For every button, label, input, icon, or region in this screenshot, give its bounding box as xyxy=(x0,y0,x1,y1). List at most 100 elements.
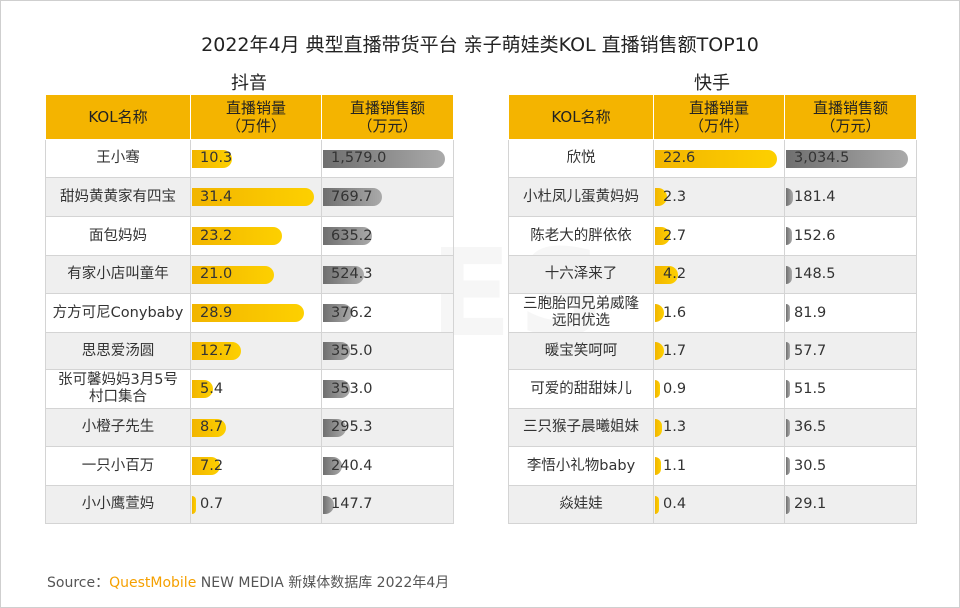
table-row: 小杜凤儿蛋黄妈妈 2.3 181.4 xyxy=(508,177,917,217)
volume-bar xyxy=(192,150,232,168)
amount-value: 376.2 xyxy=(331,305,373,321)
amount-value: 769.7 xyxy=(331,189,373,205)
kol-name-cell: 面包妈妈 xyxy=(45,216,191,256)
table-row: 欣悦 22.6 3,034.5 xyxy=(508,139,917,178)
amount-cell: 295.3 xyxy=(321,408,454,447)
volume-bar xyxy=(655,380,660,398)
amount-value: 51.5 xyxy=(794,381,827,397)
volume-bar xyxy=(655,342,664,360)
kol-name-cell: 小橙子先生 xyxy=(45,408,191,447)
volume-cell: 4.2 xyxy=(653,255,785,294)
table-row: 三只猴子晨曦姐妹 1.3 36.5 xyxy=(508,408,917,447)
chart-title: 2022年4月 典型直播带货平台 亲子萌娃类KOL 直播销售额TOP10 xyxy=(201,34,759,56)
volume-value: 23.2 xyxy=(200,228,233,244)
amount-value: 147.7 xyxy=(331,496,373,512)
volume-cell: 5.4 xyxy=(190,369,322,409)
amount-cell: 240.4 xyxy=(321,446,454,486)
amount-bar xyxy=(786,457,790,475)
header-sales-amount: 直播销售额 （万元） xyxy=(321,94,454,140)
amount-bar xyxy=(786,419,790,437)
table-row: 一只小百万 7.2 240.4 xyxy=(45,446,454,486)
amount-cell: 524.3 xyxy=(321,255,454,294)
volume-bar xyxy=(192,342,241,360)
volume-cell: 1.6 xyxy=(653,293,785,333)
volume-value: 0.4 xyxy=(663,496,687,512)
kol-name-cell: 张可馨妈妈3月5号 村口集合 xyxy=(45,369,191,409)
volume-value: 1.7 xyxy=(663,343,687,359)
amount-bar xyxy=(323,304,352,322)
volume-value: 31.4 xyxy=(200,189,233,205)
table-row: 暖宝笑呵呵 1.7 57.7 xyxy=(508,332,917,370)
volume-cell: 1.7 xyxy=(653,332,785,370)
amount-value: 1,579.0 xyxy=(331,150,387,166)
volume-value: 0.9 xyxy=(663,381,687,397)
kol-name-cell: 陈老大的胖依依 xyxy=(508,216,654,256)
table-row: 三胞胎四兄弟威隆 远阳优选 1.6 81.9 xyxy=(508,293,917,333)
volume-bar xyxy=(192,496,196,514)
volume-bar xyxy=(655,457,661,475)
kol-name-cell: 有家小店叫童年 xyxy=(45,255,191,294)
kol-name-cell: 欣悦 xyxy=(508,139,654,178)
amount-cell: 51.5 xyxy=(784,369,917,409)
source-text: NEW MEDIA 新媒体数据库 2022年4月 xyxy=(196,575,450,591)
volume-value: 1.1 xyxy=(663,458,687,474)
amount-bar xyxy=(786,304,790,322)
amount-value: 635.2 xyxy=(331,228,373,244)
amount-value: 30.5 xyxy=(794,458,827,474)
source-label: Source： xyxy=(47,575,110,591)
amount-bar xyxy=(323,496,334,514)
volume-bar xyxy=(192,304,304,322)
source-brand: QuestMobile xyxy=(109,575,197,591)
amount-cell: 353.0 xyxy=(321,369,454,409)
kol-name-cell: 王小骞 xyxy=(45,139,191,178)
amount-cell: 152.6 xyxy=(784,216,917,256)
volume-cell: 12.7 xyxy=(190,332,322,370)
volume-value: 10.3 xyxy=(200,150,233,166)
amount-value: 524.3 xyxy=(331,266,373,282)
volume-bar xyxy=(192,188,314,206)
kol-name-cell: 可爱的甜甜妹儿 xyxy=(508,369,654,409)
header-kol-name: KOL名称 xyxy=(45,94,191,140)
volume-value: 1.3 xyxy=(663,419,687,435)
kol-table-kuaishou: KOL名称 直播销量 （万件） 直播销售额 （万元） 欣悦 22.6 3,034.5 小杜… xyxy=(508,94,917,524)
volume-cell: 22.6 xyxy=(653,139,785,178)
kol-name-cell: 十六泽来了 xyxy=(508,255,654,294)
volume-cell: 28.9 xyxy=(190,293,322,333)
amount-value: 240.4 xyxy=(331,458,373,474)
header-sales-volume: 直播销量 （万件） xyxy=(653,94,785,140)
volume-value: 4.2 xyxy=(663,266,687,282)
kol-name-cell: 三只猴子晨曦姐妹 xyxy=(508,408,654,447)
amount-bar xyxy=(323,266,364,284)
kol-name-cell: 小小鹰萱妈 xyxy=(45,485,191,524)
volume-cell: 1.1 xyxy=(653,446,785,486)
volume-cell: 2.7 xyxy=(653,216,785,256)
volume-value: 0.7 xyxy=(200,496,224,512)
amount-value: 3,034.5 xyxy=(794,150,850,166)
table-row: 陈老大的胖依依 2.7 152.6 xyxy=(508,216,917,256)
kol-name-cell: 三胞胎四兄弟威隆 远阳优选 xyxy=(508,293,654,333)
amount-bar xyxy=(786,266,792,284)
amount-bar xyxy=(323,457,342,475)
amount-cell: 1,579.0 xyxy=(321,139,454,178)
source-note: Source：QuestMobile NEW MEDIA 新媒体数据库 2022… xyxy=(47,572,449,592)
kol-name-cell: 一只小百万 xyxy=(45,446,191,486)
amount-cell: 148.5 xyxy=(784,255,917,294)
amount-bar xyxy=(786,150,908,168)
volume-bar xyxy=(655,150,777,168)
amount-bar xyxy=(323,342,350,360)
amount-cell: 36.5 xyxy=(784,408,917,447)
amount-cell: 355.0 xyxy=(321,332,454,370)
volume-cell: 7.2 xyxy=(190,446,322,486)
volume-cell: 2.3 xyxy=(653,177,785,217)
volume-cell: 21.0 xyxy=(190,255,322,294)
volume-cell: 10.3 xyxy=(190,139,322,178)
volume-value: 1.6 xyxy=(663,305,687,321)
amount-bar xyxy=(323,419,346,437)
amount-cell: 181.4 xyxy=(784,177,917,217)
amount-value: 295.3 xyxy=(331,419,373,435)
table-row: 小橙子先生 8.7 295.3 xyxy=(45,408,454,447)
volume-value: 28.9 xyxy=(200,305,233,321)
table-row: 张可馨妈妈3月5号 村口集合 5.4 353.0 xyxy=(45,369,454,409)
volume-bar xyxy=(655,419,662,437)
volume-value: 21.0 xyxy=(200,266,233,282)
